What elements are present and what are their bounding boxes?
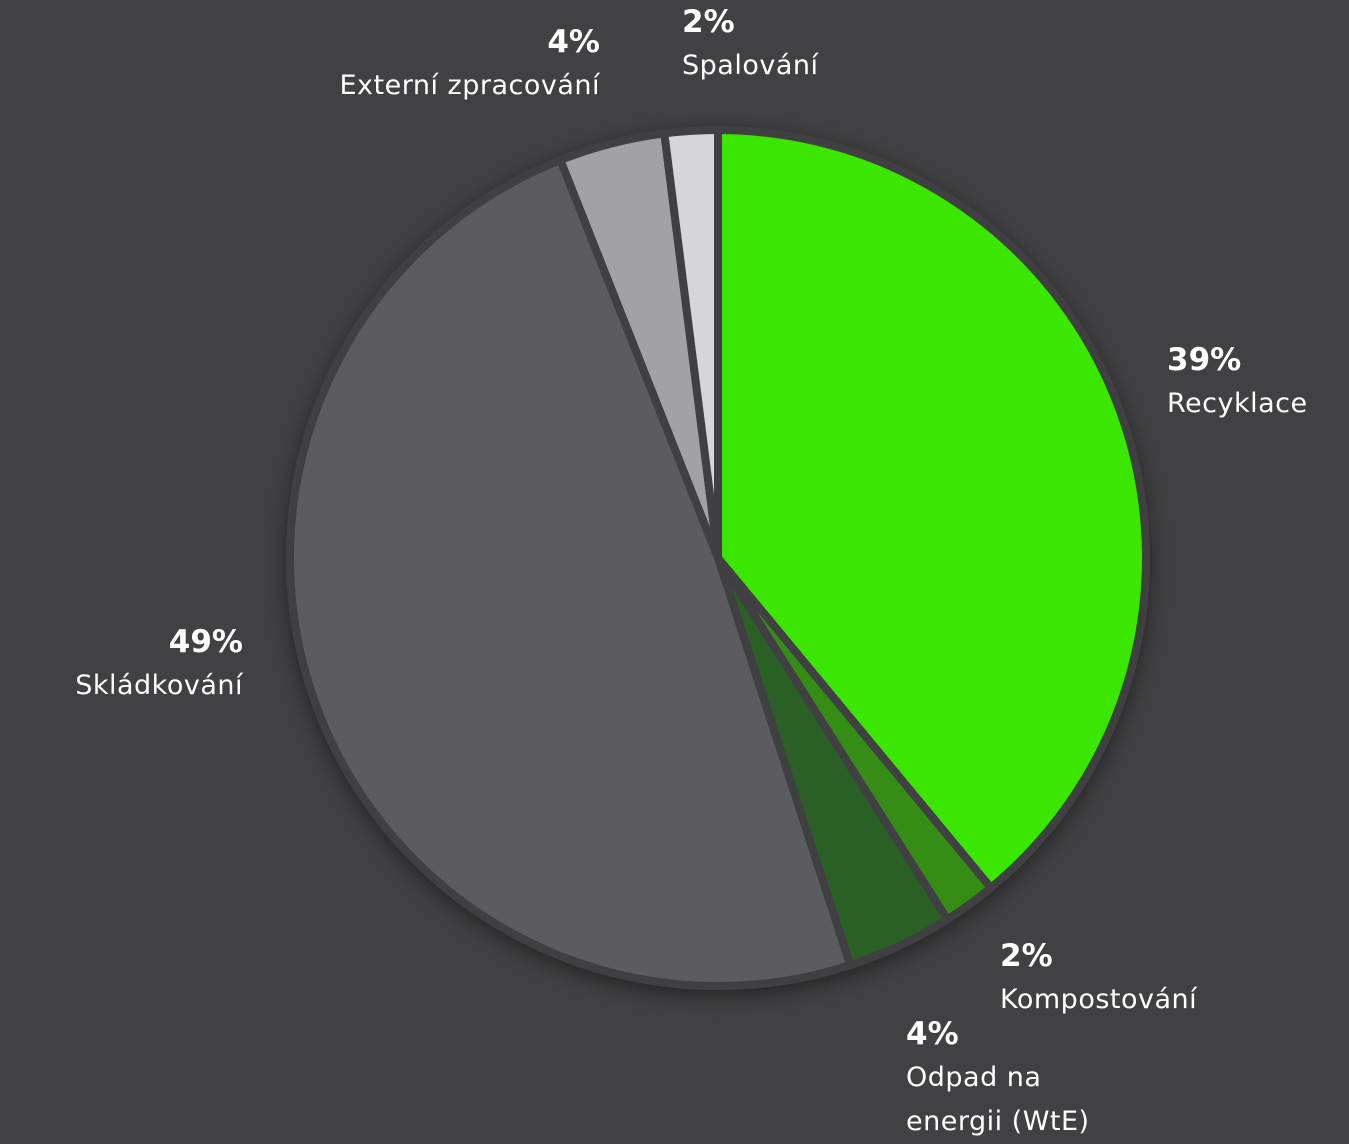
pie-slice bbox=[714, 126, 1150, 892]
category-label: Spalování bbox=[682, 50, 819, 81]
value-label: 49% bbox=[168, 624, 243, 660]
category-label: Skládkování bbox=[75, 670, 243, 701]
category-label: Recyklace bbox=[1167, 388, 1308, 419]
slice-label: 4% Externí zpracování bbox=[339, 20, 600, 108]
value-label: 4% bbox=[547, 24, 600, 60]
value-label: 39% bbox=[1167, 342, 1242, 378]
value-label: 2% bbox=[1000, 938, 1053, 974]
category-label: Odpad na energii (WtE) bbox=[906, 1062, 1090, 1137]
pie-slice bbox=[286, 156, 855, 990]
category-label: Externí zpracování bbox=[339, 70, 600, 101]
value-label: 2% bbox=[682, 4, 735, 40]
slice-label: 2% Kompostování bbox=[1000, 934, 1197, 1022]
pie-slice bbox=[660, 126, 722, 562]
category-label: Kompostování bbox=[1000, 984, 1198, 1015]
slice-label: 2% Spalování bbox=[682, 0, 818, 88]
slice-label: 49% Skládkování bbox=[75, 620, 243, 708]
slice-label: 39% Recyklace bbox=[1167, 338, 1308, 426]
slice-label: 4% Odpad na energii (WtE) bbox=[906, 1012, 1126, 1144]
pie bbox=[286, 126, 1150, 990]
value-label: 4% bbox=[906, 1016, 959, 1052]
